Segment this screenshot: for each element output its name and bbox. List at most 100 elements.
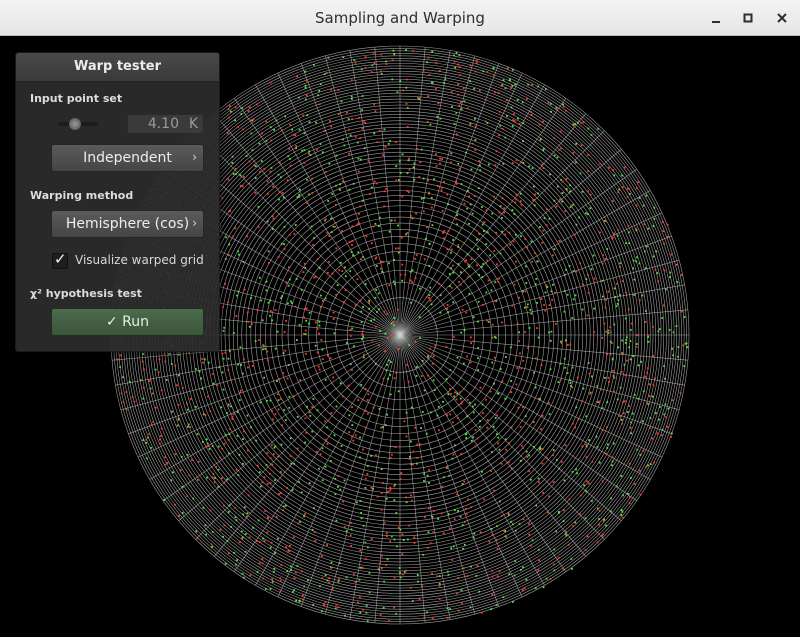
sample-point — [414, 341, 417, 343]
sampler-button[interactable]: Independent › — [51, 144, 204, 172]
sample-point — [625, 291, 627, 294]
sample-point — [413, 178, 416, 181]
sample-point — [493, 382, 495, 385]
sample-point — [605, 524, 607, 527]
sample-point — [288, 395, 291, 398]
sample-point — [427, 56, 430, 59]
sample-point — [234, 168, 237, 170]
sample-point — [547, 101, 550, 104]
sample-point — [370, 538, 373, 540]
grid-spoke — [112, 334, 401, 361]
sample-point — [241, 537, 243, 540]
sample-point — [619, 294, 621, 296]
slider-knob[interactable] — [69, 118, 81, 130]
sample-point — [452, 453, 455, 456]
warping-method-button[interactable]: Hemisphere (cos) › — [51, 210, 204, 238]
sample-point — [291, 128, 293, 131]
sample-point — [360, 512, 362, 514]
sample-point — [148, 433, 151, 435]
sample-point — [469, 203, 472, 206]
sample-point — [558, 148, 561, 151]
sample-point — [117, 358, 120, 361]
sample-point — [652, 384, 655, 387]
sample-point — [663, 269, 666, 272]
grid-spoke — [214, 113, 401, 336]
sample-point — [335, 293, 337, 296]
sample-point — [465, 259, 468, 262]
sample-point — [574, 294, 577, 297]
sample-point — [364, 283, 367, 285]
run-button[interactable]: ✓ Run — [51, 308, 204, 336]
sample-point — [308, 322, 310, 325]
sample-point — [331, 588, 334, 590]
sample-point — [617, 299, 620, 301]
sample-point — [376, 182, 378, 185]
sample-point — [265, 464, 268, 466]
sample-point — [568, 265, 571, 267]
sample-point — [482, 263, 485, 265]
sample-point — [224, 258, 227, 260]
sample-point — [481, 470, 483, 473]
sample-point — [603, 377, 606, 379]
sample-point — [379, 562, 381, 565]
sample-point — [242, 175, 245, 178]
sample-point — [466, 253, 469, 256]
sample-point — [228, 552, 230, 555]
sample-point — [380, 508, 383, 511]
sample-point — [538, 559, 541, 562]
sample-point — [493, 489, 496, 492]
sample-point — [428, 74, 431, 76]
sample-point — [437, 406, 440, 408]
sample-point — [555, 205, 558, 208]
sample-point — [237, 290, 240, 293]
sample-point — [331, 272, 334, 275]
sample-point — [329, 357, 332, 360]
panel-title: Warp tester — [16, 53, 219, 82]
close-button[interactable] — [771, 8, 793, 28]
sample-point — [621, 280, 624, 282]
sample-point — [335, 203, 337, 206]
maximize-button[interactable] — [737, 8, 759, 28]
sample-point — [319, 143, 322, 145]
sample-point — [431, 224, 434, 227]
sample-point — [360, 517, 363, 519]
sample-point — [442, 232, 444, 234]
sample-point — [313, 237, 315, 239]
sample-point — [270, 167, 273, 169]
render-canvas[interactable]: Warp tester Input point set 4.10 K Indep… — [0, 36, 800, 637]
sample-point — [553, 199, 556, 202]
sample-point — [307, 579, 309, 582]
sample-point — [309, 414, 312, 417]
sample-point — [374, 257, 377, 260]
sample-point — [624, 342, 627, 344]
warping-method-label: Warping method — [30, 189, 134, 202]
sample-point — [415, 254, 418, 257]
sample-point — [620, 371, 623, 373]
minimize-button[interactable] — [705, 8, 727, 28]
sample-point — [569, 382, 572, 384]
sample-point — [326, 544, 328, 546]
sample-point — [482, 412, 484, 414]
sample-point — [453, 54, 455, 57]
sample-point — [306, 178, 308, 181]
sample-point — [559, 130, 562, 133]
sample-point — [318, 320, 321, 323]
sample-point — [487, 279, 490, 282]
sample-point — [470, 565, 472, 568]
sample-point — [335, 405, 338, 408]
sample-point — [450, 161, 452, 164]
sample-point — [452, 239, 454, 241]
sample-point — [195, 530, 198, 533]
sample-point — [496, 548, 499, 550]
point-count-value: 4.10 — [147, 116, 179, 132]
sample-point — [448, 285, 451, 287]
sample-point — [554, 323, 557, 325]
point-count-field[interactable]: 4.10 K — [127, 114, 204, 134]
sample-point — [387, 377, 389, 380]
visualize-grid-checkbox[interactable]: ✓ — [52, 250, 68, 269]
sample-point — [491, 336, 494, 339]
sample-point — [318, 267, 321, 269]
point-count-slider[interactable] — [58, 117, 98, 131]
sample-point — [425, 237, 427, 240]
sample-point — [423, 616, 426, 619]
